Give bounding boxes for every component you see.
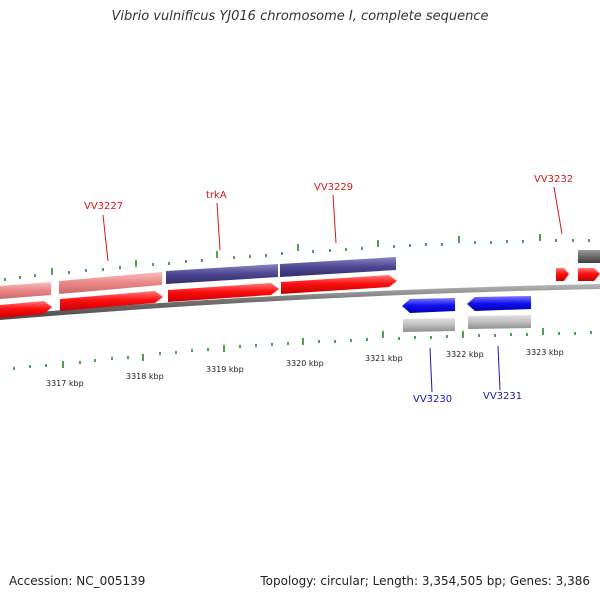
scale-label: 3322 kbp <box>446 350 484 359</box>
gene-arrow-vv3229[interactable] <box>280 257 396 277</box>
map-title: Vibrio vulnificus YJ016 chromosome I, co… <box>111 9 489 24</box>
gene-arrow-vv3231[interactable] <box>467 296 531 311</box>
scale-label: 3319 kbp <box>206 365 244 374</box>
gene-label-vv3230[interactable]: VV3230 <box>413 394 452 405</box>
gene-arrow[interactable] <box>0 282 51 299</box>
gene-label-group: VV3227 trkA VV3229 VV3232 VV3230 VV3231 <box>84 174 573 405</box>
genome-summary-text: Topology: circular; Length: 3,354,505 bp… <box>260 574 590 588</box>
scale-label: 3323 kbp <box>526 348 564 357</box>
gene-label-vv3227[interactable]: VV3227 <box>84 201 123 212</box>
scale-label: 3321 kbp <box>365 354 403 363</box>
scale-labels: 3317 kbp 3318 kbp 3319 kbp 3320 kbp 3321… <box>46 348 564 388</box>
gene-label-vv3229[interactable]: VV3229 <box>314 182 353 193</box>
forward-outer-track <box>0 250 600 299</box>
chromosome-backbone <box>0 284 600 320</box>
gene-label-trka[interactable]: trkA <box>206 190 227 201</box>
gene-arrow-vv3227[interactable] <box>59 272 162 294</box>
gene-arrow-trka[interactable] <box>166 264 278 284</box>
gene-arrow[interactable] <box>281 275 397 294</box>
scale-label: 3320 kbp <box>286 359 324 368</box>
reverse-track <box>402 296 531 332</box>
label-leaders <box>102 186 563 393</box>
gene-arrow[interactable] <box>556 268 569 281</box>
accession-text: Accession: NC_005139 <box>9 574 146 588</box>
gene-arrow[interactable] <box>0 301 52 318</box>
gene-arrow-dark[interactable] <box>578 250 600 263</box>
gene-block[interactable] <box>403 318 455 332</box>
scale-label: 3318 kbp <box>126 372 164 381</box>
gene-arrow[interactable] <box>168 283 279 302</box>
forward-inner-track <box>0 268 600 318</box>
inner-tick-ring <box>13 328 592 370</box>
gene-label-vv3232[interactable]: VV3232 <box>534 174 573 185</box>
gene-arrow[interactable] <box>60 291 163 311</box>
outer-tick-ring <box>4 234 590 281</box>
gene-block[interactable] <box>468 315 531 329</box>
gene-arrow-vv3230[interactable] <box>402 298 455 313</box>
gene-arrow[interactable] <box>578 268 600 281</box>
gene-label-vv3231[interactable]: VV3231 <box>483 391 522 402</box>
scale-label: 3317 kbp <box>46 379 84 388</box>
